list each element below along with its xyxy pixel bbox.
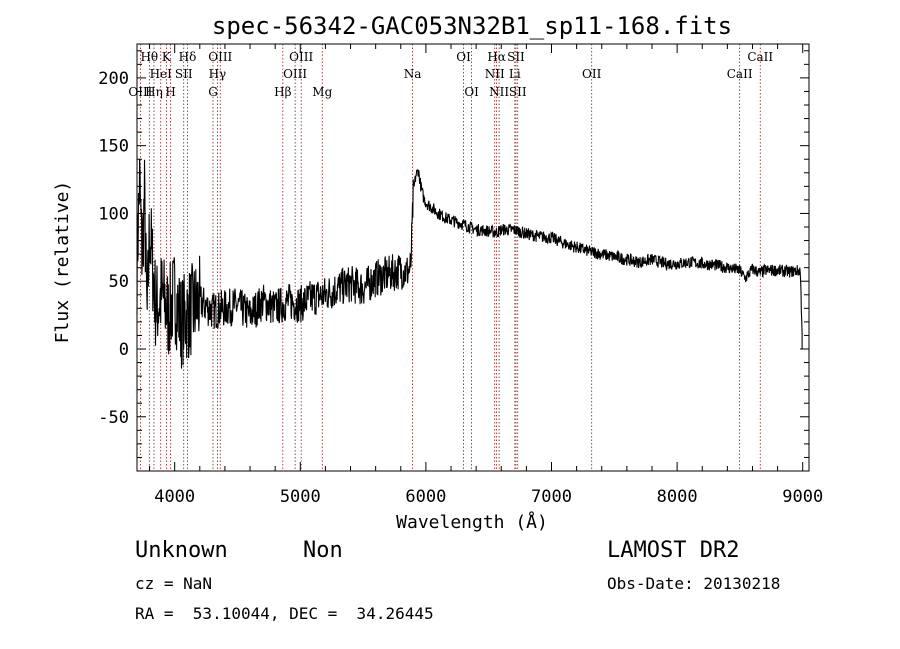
y-axis-label: Flux (relative) (52, 181, 73, 344)
spectrum-chart: spec-56342-GAC053N32B1_sp11-168.fits OII… (52, 12, 823, 533)
spectral-line-markers (139, 44, 761, 471)
spectral-line-label: HeI (150, 67, 173, 81)
spectral-line-label: OI (456, 50, 471, 64)
chart-title: spec-56342-GAC053N32B1_sp11-168.fits (212, 12, 732, 40)
spectral-line-label: SII (507, 50, 525, 64)
x-tick-label: 5000 (280, 487, 321, 507)
spectral-line-label: OII (582, 67, 602, 81)
spectral-line-label: OIII (208, 50, 232, 64)
spectral-line-label: SII (509, 85, 527, 99)
object-subclass: Non (303, 538, 343, 563)
y-tick-label: 0 (119, 340, 129, 360)
spectral-line-label: Hβ (274, 85, 291, 99)
spectral-line-label: Hδ (179, 50, 197, 64)
spectral-line-label: Hθ (140, 50, 158, 64)
spectral-line-label: H (165, 85, 175, 99)
obs-date-text: Obs-Date: 20130218 (607, 574, 781, 593)
spectral-line-label: CaII (727, 67, 753, 81)
spectral-line-label: G (208, 85, 218, 99)
redshift-text: cz = NaN (135, 574, 213, 593)
plot-frame (136, 43, 810, 472)
spectral-line-label: Li (509, 67, 521, 81)
object-class: Unknown (135, 538, 228, 563)
spectral-line-label: K (162, 50, 172, 64)
survey-name: LAMOST DR2 (607, 538, 740, 563)
x-tick-label: 9000 (782, 487, 823, 507)
spectral-line-label: Mg (312, 85, 332, 99)
spectral-line-label: SII (175, 67, 193, 81)
spectral-line-label: NII (489, 85, 509, 99)
spectral-line-label: Hη (145, 85, 163, 99)
y-tick-label: 50 (109, 272, 129, 292)
y-tick-label: 200 (98, 69, 129, 89)
spectral-line-label: OIII (128, 85, 152, 99)
coordinates-text: RA = 53.10044, DEC = 34.26445 (135, 604, 434, 623)
spectral-line-label: Na (404, 67, 422, 81)
y-tick-label: 150 (98, 137, 129, 157)
spectral-line-label: OIII (283, 67, 307, 81)
x-tick-label: 8000 (657, 487, 698, 507)
x-tick-label: 7000 (531, 487, 572, 507)
spectral-line-label: Hγ (209, 67, 227, 81)
spectral-line-label: OIII (289, 50, 313, 64)
y-tick-label: 100 (98, 204, 129, 224)
spectral-line-label: CaII (747, 50, 773, 64)
spectral-line-label: OI (464, 85, 479, 99)
y-tick-label: -50 (98, 408, 129, 428)
spectrum-line (136, 159, 803, 369)
spectral-line-label: Hα (487, 50, 506, 64)
spectral-line-labels: OIIIHθHηHeIKHSIIHδGHγOIIIHβOIIIOIIIMgNaO… (128, 50, 773, 99)
axis-tick-labels: 4000 5000 6000 7000 8000 9000 -50 0 50 100 150 200 (98, 69, 823, 507)
x-tick-label: 4000 (154, 487, 195, 507)
spectral-line-label: NII (485, 67, 505, 81)
x-tick-label: 6000 (405, 487, 446, 507)
x-axis-label: Wavelength (Å) (396, 511, 548, 533)
axis-ticks (137, 44, 809, 471)
